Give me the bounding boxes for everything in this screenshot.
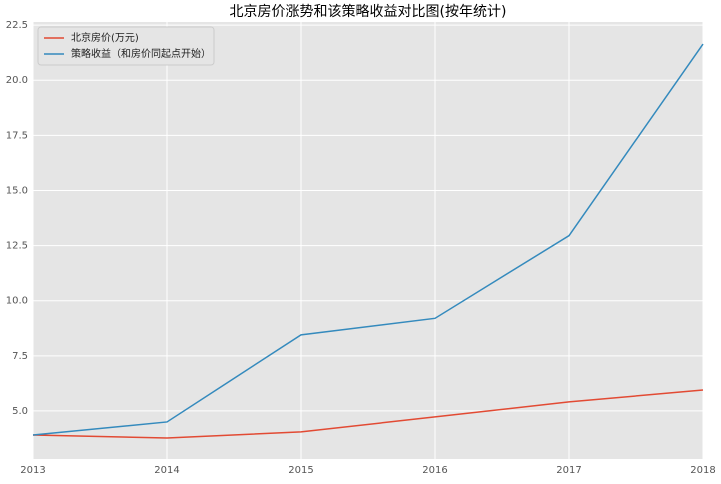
x-tick-label: 2018	[690, 465, 715, 476]
y-tick-label: 22.5	[6, 20, 28, 31]
legend: 北京房价(万元) 策略收益（和房价同起点开始）	[37, 26, 215, 66]
y-tick-label: 12.5	[6, 241, 28, 252]
chart-title: 北京房价涨势和该策略收益对比图(按年统计)	[230, 3, 507, 20]
x-tick-label: 2016	[422, 465, 447, 476]
y-tick-label: 7.5	[12, 351, 28, 362]
x-tick-label: 2013	[20, 465, 45, 476]
series-line	[32, 389, 704, 439]
x-tick-label: 2014	[154, 465, 179, 476]
y-tick-label: 10.0	[6, 296, 28, 307]
y-tick-label: 5.0	[12, 406, 28, 417]
series-line	[32, 43, 704, 436]
x-tick-label: 2017	[556, 465, 581, 476]
plot-area	[33, 22, 703, 459]
y-tick-label: 17.5	[6, 130, 28, 141]
x-tick-label: 2015	[288, 465, 313, 476]
legend-label: 北京房价(万元)	[71, 31, 139, 44]
y-tick-label: 15.0	[6, 185, 28, 196]
y-tick-label: 20.0	[6, 75, 28, 86]
legend-label: 策略收益（和房价同起点开始）	[71, 47, 211, 60]
legend-box	[37, 26, 215, 66]
